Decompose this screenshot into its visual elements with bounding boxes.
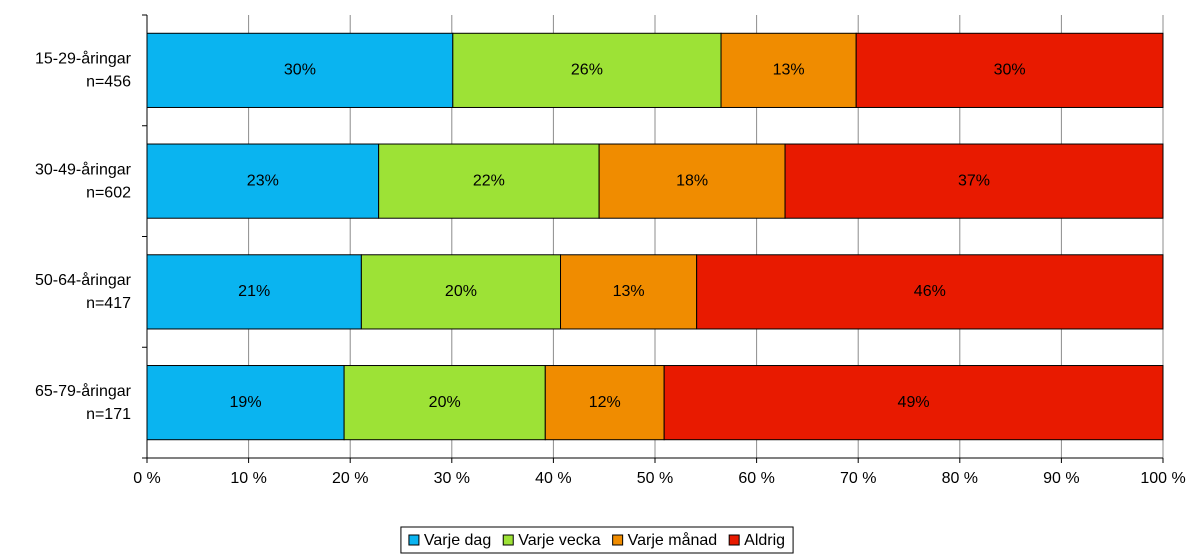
value-label: 22% <box>473 172 505 189</box>
value-label: 26% <box>571 62 603 79</box>
legend-label: Varje vecka <box>518 532 601 549</box>
value-label: 13% <box>613 283 645 300</box>
bar-segment <box>855 32 1164 108</box>
x-tick-label: 90 % <box>1043 470 1079 487</box>
bar-segment <box>696 254 1164 330</box>
bar-segment <box>146 143 380 219</box>
value-label: 30% <box>994 62 1026 79</box>
category-label: 30-49-åringar <box>35 160 132 178</box>
category-label: n=417 <box>86 295 131 312</box>
bar-segment <box>663 365 1164 441</box>
bar-segment <box>560 254 698 330</box>
bar-segment <box>378 143 600 219</box>
legend-label: Varje dag <box>424 532 491 549</box>
legend-swatch <box>612 534 624 546</box>
value-label: 37% <box>958 172 990 189</box>
bar-segment <box>146 365 345 441</box>
x-tick-label: 10 % <box>230 470 266 487</box>
bar-segment <box>784 143 1164 219</box>
value-label: 23% <box>247 172 279 189</box>
bar-segment <box>343 365 546 441</box>
legend-swatch <box>728 534 740 546</box>
bar-segment <box>720 32 857 108</box>
legend-box <box>400 526 794 554</box>
legend-swatch <box>408 534 420 546</box>
x-tick-label: 40 % <box>535 470 571 487</box>
value-label: 12% <box>589 394 621 411</box>
value-label: 20% <box>445 283 477 300</box>
x-tick-label: 100 % <box>1140 470 1185 487</box>
value-label: 21% <box>238 283 270 300</box>
bar-segment <box>452 32 722 108</box>
value-label: 13% <box>773 62 805 79</box>
bar-segment <box>146 254 362 330</box>
value-label: 46% <box>914 283 946 300</box>
value-label: 18% <box>676 172 708 189</box>
category-label: 50-64-åringar <box>35 271 132 289</box>
x-tick-label: 50 % <box>637 470 673 487</box>
legend-label: Aldrig <box>744 532 785 549</box>
category-label: 15-29-åringar <box>35 50 132 68</box>
category-label: n=602 <box>86 184 131 201</box>
legend-label: Varje månad <box>628 531 718 549</box>
x-tick-label: 0 % <box>133 470 161 487</box>
x-tick-label: 20 % <box>332 470 368 487</box>
x-tick-label: 30 % <box>434 470 470 487</box>
x-tick-label: 70 % <box>840 470 876 487</box>
legend: Varje dag Varje vecka Varje månad Aldrig <box>400 526 794 554</box>
value-label: 49% <box>898 394 930 411</box>
category-label: n=456 <box>86 74 131 91</box>
bar-segment <box>544 365 665 441</box>
legend-swatch <box>502 534 514 546</box>
value-label: 30% <box>284 62 316 79</box>
x-tick-label: 80 % <box>942 470 978 487</box>
value-label: 19% <box>230 394 262 411</box>
x-tick-label: 60 % <box>738 470 774 487</box>
value-label: 20% <box>429 394 461 411</box>
category-label: 65-79-åringar <box>35 382 132 400</box>
category-label: n=171 <box>86 406 131 423</box>
bar-segment <box>598 143 786 219</box>
bar-segment <box>360 254 562 330</box>
